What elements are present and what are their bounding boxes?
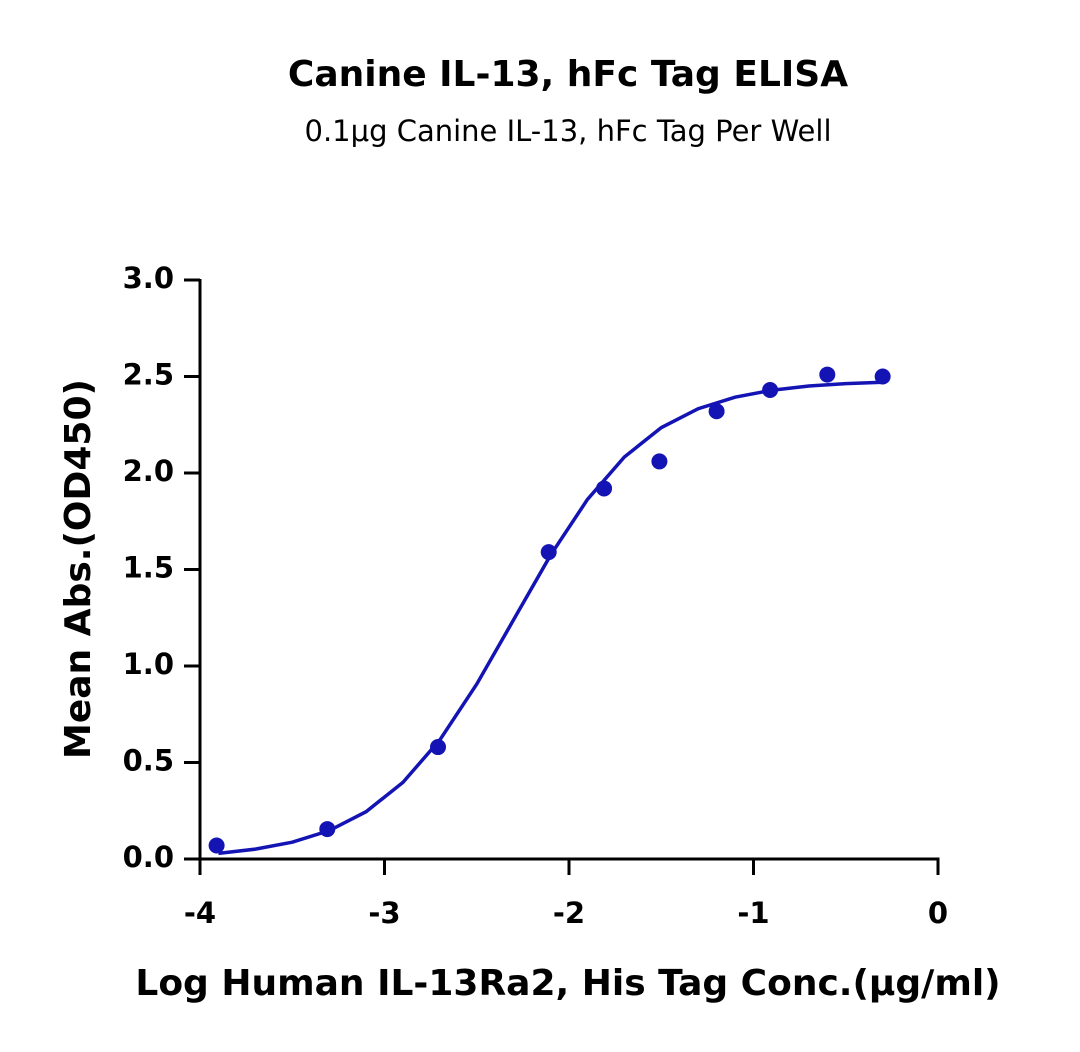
data-point — [708, 403, 725, 420]
y-axis-label: Mean Abs.(OD450) — [58, 379, 99, 759]
x-tick-label: -2 — [553, 896, 585, 930]
y-tick-label: 0.0 — [123, 840, 174, 874]
data-point — [208, 837, 225, 854]
chart-title: Canine IL-13, hFc Tag ELISA — [288, 54, 848, 95]
x-tick-label: -4 — [184, 896, 216, 930]
data-point — [540, 544, 557, 561]
x-tick-label: 0 — [928, 896, 948, 930]
x-axis-label: Log Human IL-13Ra2, His Tag Conc.(μg/ml) — [135, 963, 1000, 1004]
y-tick-label: 1.5 — [123, 551, 174, 585]
x-tick-label: -1 — [737, 896, 769, 930]
y-tick-label: 1.0 — [123, 647, 174, 681]
data-point — [819, 366, 836, 383]
y-tick-label: 2.5 — [123, 358, 174, 392]
y-tick-label: 0.5 — [123, 744, 174, 778]
data-point — [874, 368, 891, 385]
data-point — [430, 739, 447, 756]
x-tick-label: -3 — [368, 896, 400, 930]
data-point — [651, 453, 668, 470]
y-tick-label: 3.0 — [123, 261, 174, 295]
y-tick-label: 2.0 — [123, 454, 174, 488]
chart-subtitle: 0.1μg Canine IL-13, hFc Tag Per Well — [305, 114, 832, 148]
fit-curve — [218, 380, 883, 856]
